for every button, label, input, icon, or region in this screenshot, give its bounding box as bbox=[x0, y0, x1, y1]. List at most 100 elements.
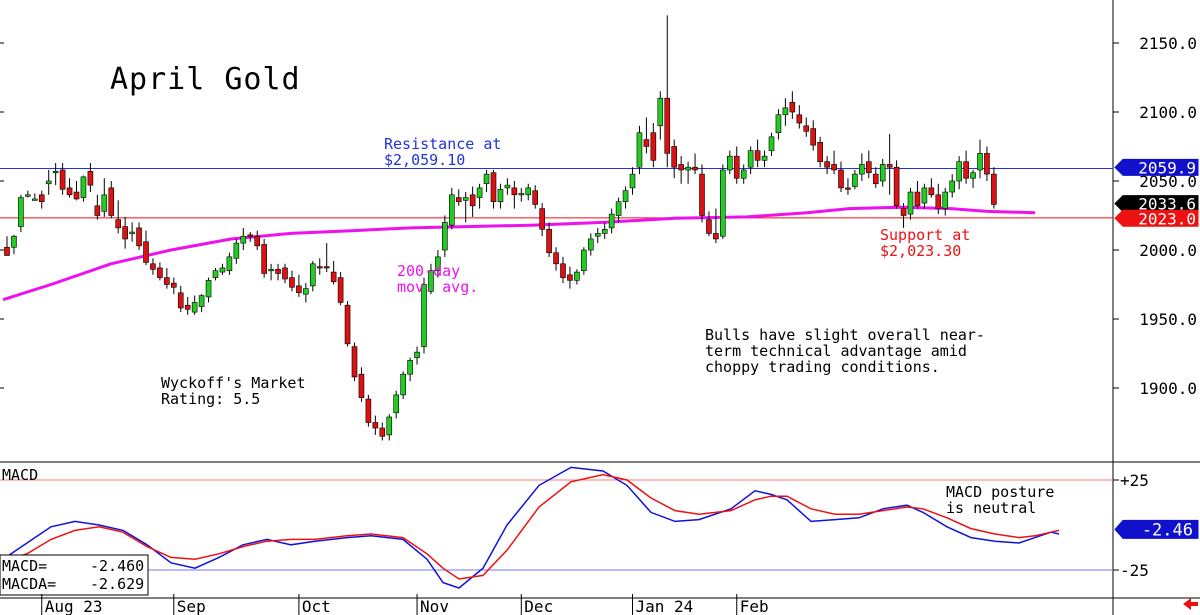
candle bbox=[462, 192, 469, 223]
candle-body bbox=[365, 398, 372, 423]
candle-body bbox=[455, 197, 462, 202]
candle-body bbox=[94, 205, 101, 216]
candle-body bbox=[101, 194, 108, 212]
candle-body bbox=[219, 267, 226, 273]
candle bbox=[469, 186, 476, 217]
candle bbox=[476, 183, 483, 209]
candle-body bbox=[796, 114, 803, 124]
candle bbox=[977, 139, 983, 179]
candle-body bbox=[205, 280, 212, 298]
month-label: Oct bbox=[302, 597, 331, 615]
macd-axis: +25 -25 bbox=[1113, 471, 1149, 580]
candle-body bbox=[879, 164, 886, 182]
candle-body bbox=[761, 155, 768, 161]
candle bbox=[893, 160, 900, 209]
candle bbox=[706, 211, 712, 237]
candle-body bbox=[991, 173, 997, 205]
candle-body bbox=[622, 190, 629, 203]
candle-body bbox=[872, 173, 879, 185]
candle-body bbox=[421, 284, 427, 347]
macd-title: MACD bbox=[2, 466, 38, 484]
candle bbox=[316, 258, 323, 275]
macda-readout-value: -2.629 bbox=[90, 575, 144, 593]
candle-body bbox=[38, 194, 45, 203]
candle-body bbox=[240, 235, 247, 244]
price-flag-blue: 2059.9 bbox=[1114, 158, 1199, 177]
candle bbox=[428, 263, 434, 295]
candle-body bbox=[886, 164, 893, 168]
candle bbox=[59, 163, 66, 195]
candle bbox=[344, 301, 351, 347]
candle-body bbox=[45, 180, 52, 185]
candle bbox=[671, 139, 678, 179]
candle bbox=[38, 190, 45, 209]
candle bbox=[184, 296, 191, 315]
candle bbox=[386, 414, 393, 441]
candle-body bbox=[400, 373, 406, 396]
candle bbox=[539, 203, 545, 237]
candle-body bbox=[122, 226, 128, 240]
candle bbox=[268, 263, 274, 281]
candle bbox=[560, 256, 566, 284]
candle bbox=[817, 136, 823, 168]
candle bbox=[198, 294, 205, 313]
candle bbox=[157, 262, 163, 281]
candle bbox=[143, 230, 149, 266]
candle bbox=[608, 208, 615, 234]
candle-body bbox=[11, 235, 17, 248]
candle bbox=[546, 222, 552, 257]
candle bbox=[150, 258, 156, 275]
candle bbox=[761, 150, 768, 168]
candle-body bbox=[476, 187, 483, 198]
candle-body bbox=[720, 169, 726, 237]
candle-body bbox=[282, 267, 288, 280]
price-flag-red: 2023.0 bbox=[1114, 209, 1199, 228]
candle bbox=[872, 167, 879, 188]
candle bbox=[337, 272, 344, 306]
candle-body bbox=[150, 263, 156, 270]
scroll-left-arrow-icon[interactable] bbox=[1183, 598, 1198, 610]
candle-body bbox=[615, 201, 622, 216]
candle-body bbox=[643, 139, 650, 147]
candle-body bbox=[726, 155, 733, 171]
candle bbox=[956, 156, 962, 190]
candle bbox=[122, 216, 128, 249]
candle-body bbox=[226, 256, 233, 271]
candle-body bbox=[914, 191, 921, 207]
candle bbox=[740, 164, 747, 184]
candle bbox=[685, 161, 691, 184]
candle bbox=[852, 169, 858, 190]
candle-body bbox=[59, 169, 66, 190]
price-flag-label: 2023.0 bbox=[1138, 209, 1196, 228]
candle bbox=[733, 146, 740, 184]
candle-body bbox=[129, 231, 135, 234]
candle bbox=[18, 194, 24, 233]
candle bbox=[984, 146, 990, 181]
support-annotation-line1: Support at bbox=[880, 226, 970, 244]
candle-body bbox=[504, 184, 511, 189]
candle-body bbox=[136, 227, 142, 247]
candle bbox=[594, 227, 601, 244]
candle-body bbox=[469, 194, 476, 207]
candle bbox=[448, 187, 455, 230]
candlesticks bbox=[4, 15, 997, 441]
candle-body bbox=[789, 102, 796, 113]
candle-body bbox=[358, 373, 365, 398]
month-label: Feb bbox=[740, 597, 769, 615]
candle-body bbox=[309, 263, 316, 287]
candle-body bbox=[143, 241, 149, 263]
candle-body bbox=[4, 246, 10, 256]
candle bbox=[136, 222, 142, 250]
candle bbox=[525, 183, 532, 201]
candle bbox=[810, 120, 817, 151]
candle bbox=[831, 150, 837, 175]
candle-body bbox=[546, 229, 552, 254]
candle bbox=[407, 357, 413, 382]
candle bbox=[879, 158, 886, 187]
candle bbox=[247, 232, 254, 242]
candle bbox=[351, 342, 358, 382]
candle bbox=[282, 263, 288, 284]
candle bbox=[824, 156, 830, 175]
candle-body bbox=[594, 233, 601, 237]
candle bbox=[713, 208, 719, 244]
